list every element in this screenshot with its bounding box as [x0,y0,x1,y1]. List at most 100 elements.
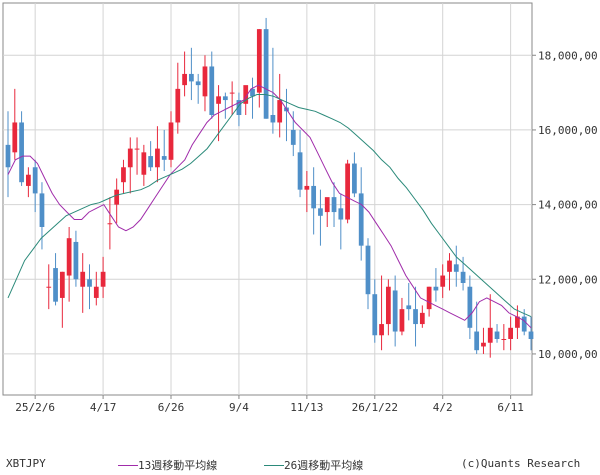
legend-bar: XBTJPY 13週移動平均線 26週移動平均線 (c)Quants Resea… [0,456,600,474]
candle-up [121,167,126,183]
candle-down [297,152,303,190]
candle-down [222,96,228,101]
candle-down [433,286,439,291]
candle-up [216,96,221,104]
candle-down [161,156,167,160]
candle-up [93,286,99,298]
candle-down [73,241,79,280]
candle-down [467,286,473,328]
candle-down [209,66,215,115]
candle-down [460,271,466,283]
candle-up [141,152,147,175]
candle-up [229,92,235,94]
candle-down [453,264,459,272]
candle-up [256,29,262,93]
ma13-line [7,84,532,329]
candle-up [515,316,520,328]
candles [5,17,534,358]
y-tick-label: 18,000,00 [538,49,598,62]
candle-down [32,167,38,194]
candle-up [385,286,391,325]
candle-up [66,238,72,276]
candle-up [12,122,18,153]
candle-up [419,312,425,325]
candle-down [413,309,418,325]
candle-up [100,271,106,287]
x-tick-label: 9/4 [229,401,249,414]
y-axis: 10,000,00 12,000,00 14,000,00 16,000,00 18,0… [532,49,598,361]
candle-down [318,208,323,216]
ma13-legend-label: 13週移動平均線 [138,459,218,472]
candle-up [114,189,120,205]
candle-up [399,309,405,332]
x-tick-label: 4/2 [433,401,453,414]
candle-down [290,129,296,145]
candle-up [127,148,133,168]
candle-up [345,163,350,220]
candle-down [189,73,194,82]
candle-down [392,290,398,332]
candle-up [508,327,514,339]
symbol-label: XBTJPY [6,457,46,470]
candle-down [148,156,154,168]
candle-down [474,331,480,351]
candle-up [243,85,249,104]
ma26-legend-swatch [264,465,284,466]
candle-down [494,331,500,339]
x-tick-label: 6/11 [497,401,524,414]
ma26-line [7,94,532,318]
candle-down [521,316,527,332]
candle-up [426,286,432,310]
candle-down [270,115,276,123]
source-label: (c)Quants Research [461,457,581,470]
candle-down [406,305,412,310]
candle-down [372,294,378,336]
candle-down [236,100,242,115]
x-tick-label: 4/17 [90,401,117,414]
candle-up [324,197,330,213]
candle-down [358,193,364,246]
candle-up [304,185,310,190]
y-tick-label: 14,000,00 [538,199,598,212]
candle-down [311,185,317,209]
x-tick-label: 26/1/22 [352,401,398,414]
candle-up [447,260,452,272]
candle-up [182,73,187,86]
candle-down [331,197,337,213]
candle-up [379,324,384,336]
x-tick-label: 6/26 [158,401,185,414]
candle-up [59,271,65,298]
candle-up [46,286,52,288]
ma13-legend-swatch [118,465,138,466]
candle-down [352,163,357,194]
candle-down [5,144,11,168]
candle-up [487,327,493,343]
candle-down [528,331,534,339]
y-tick-label: 12,000,00 [538,273,598,286]
candle-up [277,100,283,123]
candle-down [338,208,344,220]
candle-up [481,342,486,347]
candle-up [202,66,208,97]
x-tick-label: 25/2/6 [15,401,55,414]
candle-up [25,174,31,186]
y-tick-label: 10,000,00 [538,348,598,361]
candle-down [87,279,92,287]
x-tick-label: 11/13 [290,401,323,414]
candle-up [155,148,160,168]
ma26-legend-label: 26週移動平均線 [284,459,364,472]
candle-up [501,339,507,340]
candle-down [365,245,371,295]
candle-up [107,223,113,225]
candle-down [195,81,201,86]
moving-average-lines [7,84,532,329]
candle-up [134,148,140,150]
candle-up [80,271,86,287]
candle-up [168,122,174,160]
candle-up [440,275,446,287]
candle-down [53,268,58,302]
x-axis: 25/2/6 4/17 6/26 9/4 11/13 26/1/22 4/2 6/11 [15,395,524,414]
candle-down [250,88,255,97]
candle-up [175,88,181,123]
